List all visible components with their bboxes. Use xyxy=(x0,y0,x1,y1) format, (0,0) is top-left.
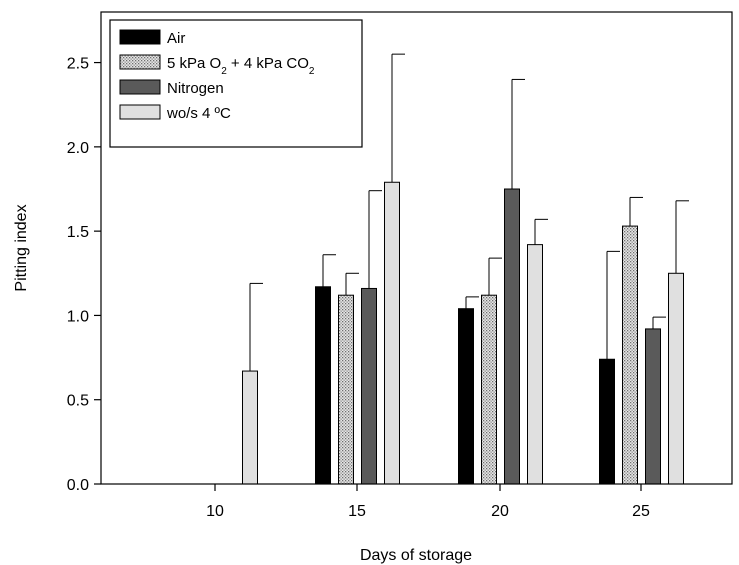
error-bars-layer xyxy=(249,53,689,372)
bar-nitrogen-15 xyxy=(361,287,377,485)
y-axis-label: Pitting index xyxy=(13,204,30,291)
legend: Air 5 kPa O2 + 4 kPa CO2 Nitrogen wo/s 4 ºC xyxy=(109,19,363,148)
legend-swatch-nitrogen xyxy=(119,79,161,95)
bar-nitrogen-20 xyxy=(504,188,520,485)
x-tick-label: 10 xyxy=(206,503,224,520)
y-tick-label: 0.5 xyxy=(67,393,89,410)
bar-5-kpa-o-4-kpa-co-20 xyxy=(481,294,497,485)
x-tick-label: 20 xyxy=(491,503,509,520)
legend-swatch-air xyxy=(119,29,161,45)
legend-label-air: Air xyxy=(167,30,185,47)
bar-5-kpa-o-4-kpa-co-15 xyxy=(338,294,354,485)
bar-wo-s-4-c-25 xyxy=(668,272,684,485)
bar-air-25 xyxy=(599,358,615,485)
legend-swatch-wo-s-4-c xyxy=(119,104,161,120)
y-tick-label: 2.0 xyxy=(67,140,89,157)
bar-wo-s-4-c-20 xyxy=(527,244,543,485)
bar-wo-s-4-c-10 xyxy=(242,370,258,485)
y-tick-label: 1.0 xyxy=(67,308,89,325)
x-axis: 10 15 20 25 xyxy=(206,484,650,520)
bar-nitrogen-25 xyxy=(645,328,661,485)
legend-label-nitrogen: Nitrogen xyxy=(167,80,224,97)
bar-5-kpa-o-4-kpa-co-25 xyxy=(622,225,638,485)
bar-wo-s-4-c-15 xyxy=(384,181,400,485)
y-axis: 0.0 0.5 1.0 1.5 2.0 2.5 xyxy=(67,56,101,494)
y-tick-label: 0.0 xyxy=(67,477,89,494)
bar-air-20 xyxy=(458,308,474,485)
y-tick-label: 1.5 xyxy=(67,224,89,241)
plot-frame xyxy=(100,11,733,485)
legend-swatch-5-kpa-o-4-kpa-co xyxy=(119,54,161,70)
x-axis-label: Days of storage xyxy=(360,547,472,564)
x-tick-label: 15 xyxy=(348,503,366,520)
x-tick-label: 25 xyxy=(632,503,650,520)
y-tick-label: 2.5 xyxy=(67,56,89,73)
bars-layer xyxy=(242,181,684,485)
legend-label-5-kpa-o-4-kpa-co: 5 kPa O2 + 4 kPa CO2 xyxy=(167,55,315,77)
bar-air-15 xyxy=(315,286,331,485)
legend-label-wo-s-4-c: wo/s 4 ºC xyxy=(166,105,231,122)
